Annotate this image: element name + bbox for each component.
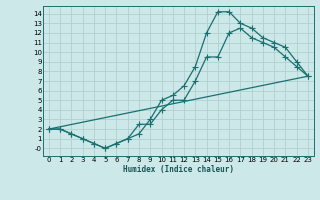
X-axis label: Humidex (Indice chaleur): Humidex (Indice chaleur) xyxy=(123,165,234,174)
